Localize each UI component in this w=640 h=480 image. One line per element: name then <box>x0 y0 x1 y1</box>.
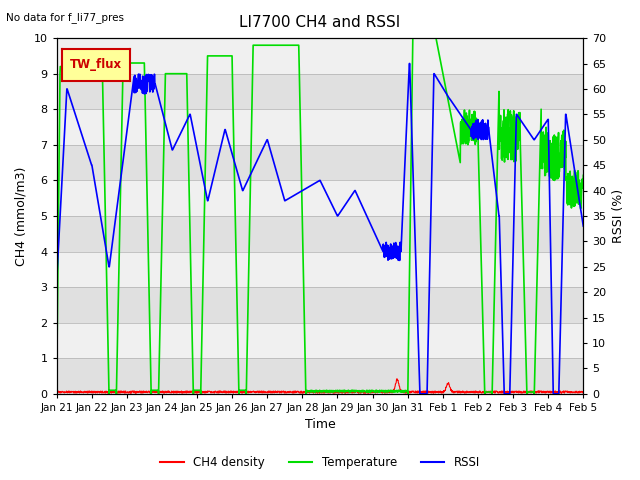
Bar <box>56 287 583 323</box>
Text: No data for f_li77_pres: No data for f_li77_pres <box>6 12 124 23</box>
Bar <box>56 74 583 109</box>
Legend: CH4 density, Temperature, RSSI: CH4 density, Temperature, RSSI <box>156 452 484 474</box>
Title: LI7700 CH4 and RSSI: LI7700 CH4 and RSSI <box>239 15 401 30</box>
Bar <box>56 145 583 180</box>
Bar <box>56 109 583 145</box>
Bar <box>56 180 583 216</box>
Y-axis label: CH4 (mmol/m3): CH4 (mmol/m3) <box>15 166 28 265</box>
Bar <box>56 358 583 394</box>
Bar <box>56 323 583 358</box>
Y-axis label: RSSI (%): RSSI (%) <box>612 189 625 243</box>
Bar <box>56 38 583 74</box>
X-axis label: Time: Time <box>305 419 335 432</box>
Bar <box>56 252 583 287</box>
Bar <box>56 216 583 252</box>
